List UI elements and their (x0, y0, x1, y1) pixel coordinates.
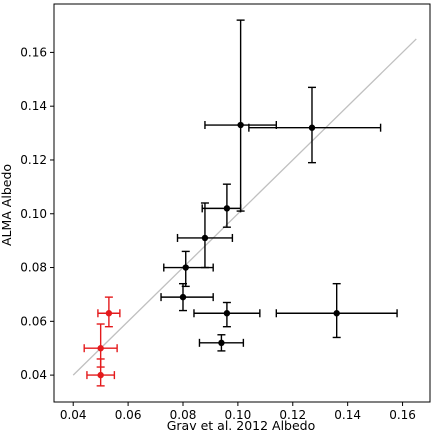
data-point (198, 334, 245, 352)
y-tick-label: 0.06 (20, 314, 47, 328)
marker (237, 121, 244, 129)
reference-line (72, 38, 417, 376)
data-point (201, 183, 242, 228)
marker (182, 264, 189, 271)
marker (97, 345, 104, 352)
y-tick-label: 0.10 (20, 207, 47, 221)
x-tick-label: 0.04 (60, 408, 87, 422)
x-tick-label: 0.06 (115, 408, 142, 422)
marker (223, 310, 231, 317)
marker (97, 371, 104, 379)
data-point (204, 19, 278, 212)
data-point (86, 358, 116, 387)
x-tick-label: 0.16 (389, 408, 416, 422)
data-point (163, 250, 214, 288)
marker (105, 310, 113, 317)
x-axis-label: Grav et al. 2012 Albedo (167, 418, 316, 433)
x-tick-label: 0.08 (170, 408, 197, 422)
marker (333, 310, 340, 317)
data-point (193, 301, 261, 328)
data-point (160, 282, 214, 312)
data-point (97, 296, 121, 328)
y-tick-label: 0.04 (20, 368, 47, 382)
data-point (248, 86, 382, 164)
y-axis-label: ALMA Albedo (0, 164, 14, 246)
marker (223, 205, 231, 212)
axes-frame (53, 3, 431, 403)
y-tick-label: 0.12 (20, 153, 47, 167)
y-tick-label: 0.08 (20, 261, 47, 275)
marker (179, 293, 187, 301)
y-tick-label: 0.16 (20, 45, 47, 59)
marker (201, 234, 209, 242)
x-tick-label: 0.12 (279, 408, 306, 422)
x-tick-label: 0.14 (334, 408, 361, 422)
data-point (275, 282, 398, 339)
plot-area (72, 19, 417, 387)
y-tick-label: 0.14 (20, 99, 47, 113)
marker (218, 339, 225, 347)
marker (308, 124, 316, 131)
axes: 0.04 0.06 0.08 0.10 0.12 0.14 0.16 0.04 0.06 0.08… (20, 3, 431, 422)
x-tick-label: 0.10 (225, 408, 252, 422)
